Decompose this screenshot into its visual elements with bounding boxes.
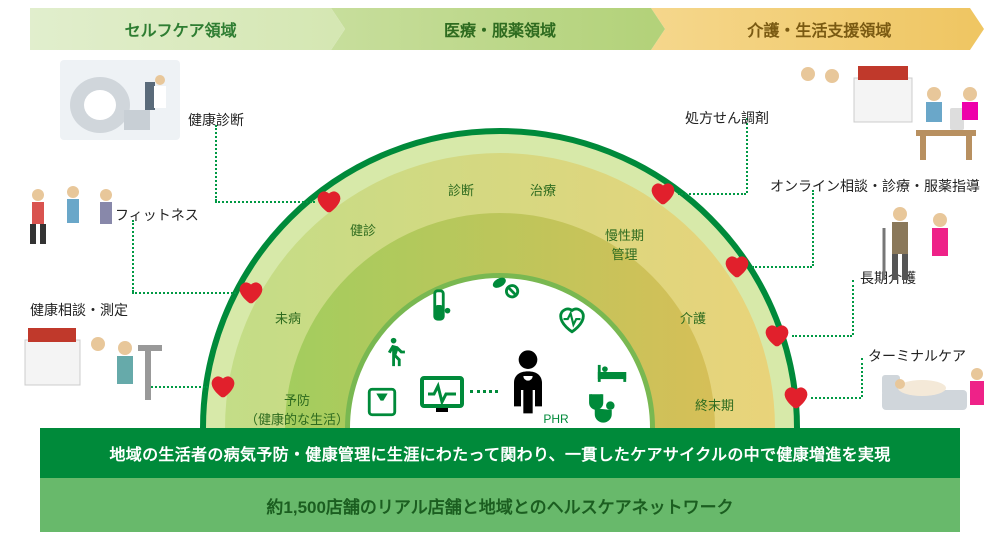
conn-left-3v: [215, 125, 217, 201]
heartrate-icon: [555, 302, 589, 336]
domain-3-label: 介護・生活支援領域: [747, 17, 891, 41]
conn-right-2v: [812, 190, 814, 266]
label-left-1: 健康診断: [188, 110, 244, 130]
domain-banner: セルフケア領域 医療・服薬領域 介護・生活支援領域: [30, 8, 970, 50]
conn-right-3: [792, 335, 852, 337]
seg-chronic: 慢性期 管理: [605, 225, 644, 263]
footer-bar-primary-text: 地域の生活者の病気予防・健康管理に生涯にわたって関わり、一貫したケアサイクルの中…: [109, 441, 890, 465]
vial-icon: [422, 288, 456, 322]
heart-6: [762, 320, 792, 350]
domain-2-label: 医療・服薬領域: [444, 17, 556, 41]
heart-1: [208, 371, 238, 401]
footer-bar-secondary: 約1,500店舗のリアル店舗と地域とのヘルスケアネットワーク: [40, 478, 960, 532]
domain-2: 医療・服薬領域: [331, 8, 650, 50]
pills-icon: [488, 270, 522, 304]
conn-right-4v: [861, 358, 863, 397]
person-icon: [500, 348, 556, 418]
seg-prevention-label: 予防: [284, 393, 310, 408]
domain-1-label: セルフケア領域: [125, 17, 237, 41]
seg-terminal: 終末期: [695, 395, 734, 414]
seg-care: 介護: [680, 308, 706, 327]
seg-diagnosis: 診断: [448, 180, 474, 199]
heart-3: [314, 186, 344, 216]
illus-medical-scanner: [60, 60, 180, 140]
care-cycle-semicircle: 予防 （健康的な生活） 未病 健診 診断 治療 慢性期 管理 介護 終末期 PH…: [200, 80, 800, 428]
seg-prevention-sub: （健康的な生活）: [245, 412, 349, 427]
conn-right-1: [678, 193, 746, 195]
conn-right-2: [752, 266, 812, 268]
seg-presymptom: 未病: [275, 308, 301, 327]
scale-icon: [365, 385, 399, 419]
walk-icon: [378, 335, 412, 369]
illus-online-consult: [910, 80, 990, 165]
domain-3: 介護・生活支援領域: [651, 8, 970, 50]
label-right-2: オンライン相談・診療・服薬指導: [770, 176, 980, 196]
conn-right-3v: [852, 280, 854, 335]
conn-right-4: [811, 397, 861, 399]
illus-fitness: [18, 180, 128, 250]
footer-bar-secondary-text: 約1,500店舗のリアル店舗と地域とのヘルスケアネットワーク: [266, 493, 733, 518]
illus-longterm-care: [870, 200, 980, 290]
conn-left-3: [215, 201, 315, 203]
illus-terminal-care: [872, 360, 992, 425]
heart-4: [648, 178, 678, 208]
monitor-to-person-dots: [470, 390, 498, 393]
illus-pharmacy-left: [20, 320, 170, 415]
conn-right-1v: [746, 118, 748, 193]
footer-bar-primary: 地域の生活者の病気予防・健康管理に生涯にわたって関わり、一貫したケアサイクルの中…: [40, 428, 960, 478]
phr-title: PHR: [543, 412, 568, 426]
heart-7: [781, 382, 811, 412]
conn-left-2v: [132, 220, 134, 292]
label-left-3: 健康相談・測定: [30, 300, 128, 320]
seg-treatment: 治療: [530, 180, 556, 199]
heart-5: [722, 251, 752, 281]
seg-screening: 健診: [350, 220, 376, 239]
conn-left-2: [132, 292, 236, 294]
monitor-icon: [418, 370, 466, 418]
domain-1: セルフケア領域: [30, 8, 331, 50]
phr-label: PHR （パーソナル ヘルスレコード）: [496, 412, 616, 428]
label-right-1: 処方せん調剤: [685, 108, 769, 128]
heart-2: [236, 277, 266, 307]
illus-pharmacy-right: [790, 60, 920, 145]
seg-prevention: 予防 （健康的な生活）: [245, 390, 349, 428]
bed-icon: [595, 355, 629, 389]
